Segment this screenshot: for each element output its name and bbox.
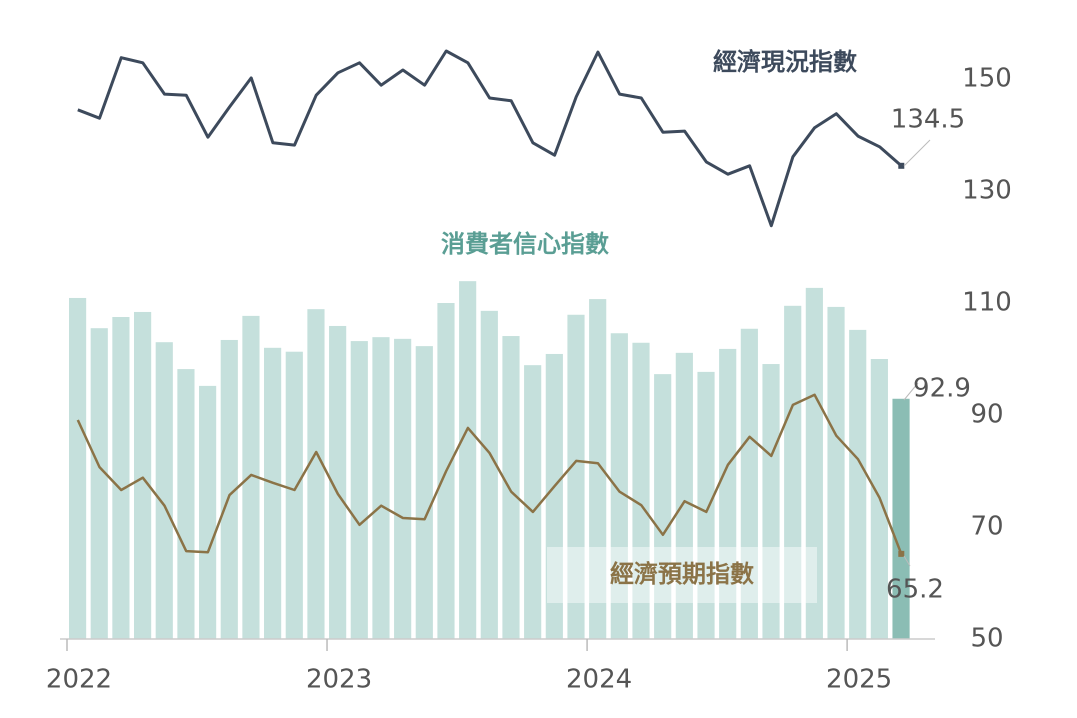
bar	[502, 336, 520, 639]
bar	[329, 325, 347, 639]
value-label: 134.5	[891, 105, 965, 135]
label-box	[547, 547, 817, 603]
value-label: 92.9	[913, 374, 971, 404]
line	[77, 49, 903, 228]
bar	[805, 287, 823, 639]
y-tick-label: 50	[970, 624, 1003, 654]
bar	[892, 398, 910, 639]
leader-line	[903, 139, 931, 167]
bar	[480, 310, 498, 639]
end-marker	[898, 162, 905, 169]
bar	[632, 342, 650, 639]
y-tick-label: 90	[970, 400, 1003, 430]
leader-line	[903, 555, 911, 567]
bar	[545, 353, 563, 639]
bar	[740, 328, 758, 639]
line	[76, 393, 903, 555]
series-label: 消費者信心指數	[441, 230, 609, 258]
bar	[524, 365, 542, 639]
bar	[350, 341, 368, 639]
bar	[849, 329, 867, 639]
bar	[69, 297, 87, 639]
bar	[697, 371, 715, 639]
bar	[394, 338, 412, 639]
series-label: 經濟預期指數	[610, 560, 754, 588]
bar	[177, 369, 195, 639]
bar	[415, 346, 433, 639]
bar	[90, 328, 108, 639]
value-label: 65.2	[886, 575, 944, 605]
bar	[242, 315, 260, 639]
end-marker	[898, 550, 905, 557]
bar	[784, 305, 802, 639]
x-tick-label: 2023	[306, 665, 372, 695]
bar	[285, 351, 303, 639]
bar	[199, 385, 217, 639]
bar	[134, 311, 152, 639]
bar	[264, 347, 282, 639]
series-label: 經濟現況指數	[713, 48, 857, 76]
bar	[112, 317, 130, 639]
bar	[827, 306, 845, 639]
bar	[589, 299, 607, 639]
x-tick-label: 2024	[566, 665, 632, 695]
x-tick-label: 2022	[46, 665, 112, 695]
bar	[372, 337, 390, 639]
x-tick-label: 2025	[826, 665, 892, 695]
bar	[654, 374, 672, 639]
bar	[719, 348, 737, 639]
leader-line	[903, 382, 919, 401]
bar	[459, 281, 477, 639]
y-tick-label: 70	[970, 512, 1003, 542]
bar	[307, 309, 325, 639]
bar	[762, 364, 780, 639]
y-tick-label: 110	[962, 288, 1012, 318]
bar	[567, 314, 585, 639]
bar	[675, 352, 693, 639]
y-tick-label: 150	[962, 64, 1012, 94]
bar	[610, 333, 628, 639]
y-tick-label: 130	[962, 176, 1012, 206]
bar	[220, 339, 238, 639]
bar	[155, 342, 173, 639]
